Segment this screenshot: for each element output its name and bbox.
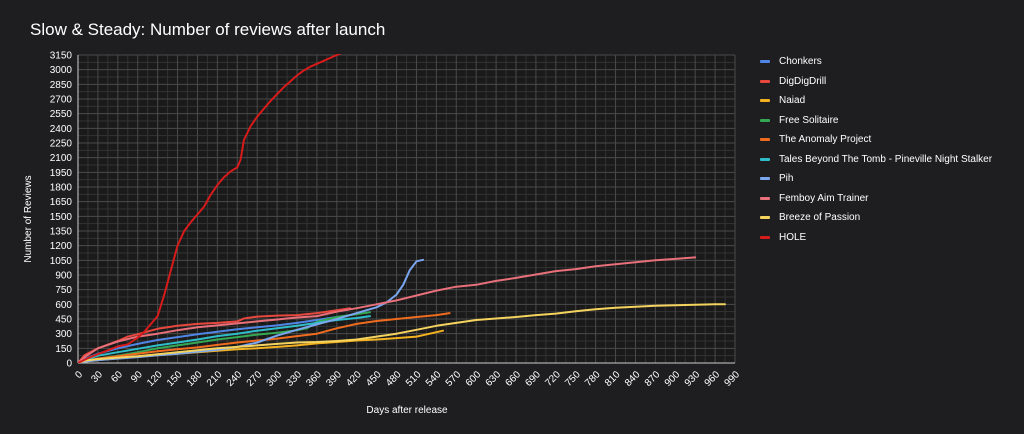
x-tick-label: 630: [484, 369, 504, 389]
legend-label: Free Solitaire: [779, 114, 839, 126]
y-tick-label: 2250: [50, 139, 73, 150]
series-line-femboy-aim-trainer: [78, 256, 697, 363]
x-tick-label: 120: [145, 369, 165, 389]
legend-swatch: [760, 157, 770, 161]
y-tick-label: 600: [55, 300, 72, 311]
x-tick-label: 270: [245, 369, 265, 389]
y-tick-label: 450: [55, 315, 72, 326]
legend-label: The Anomaly Project: [779, 134, 872, 146]
legend-item[interactable]: Femboy Aim Trainer: [760, 189, 992, 209]
y-tick-label: 1800: [50, 183, 73, 194]
x-tick-label: 660: [503, 369, 523, 389]
y-tick-label: 2100: [50, 153, 73, 164]
series-line-hole: [78, 54, 342, 363]
legend-item[interactable]: Free Solitaire: [760, 111, 992, 131]
y-tick-label: 1050: [50, 256, 73, 267]
legend-swatch: [760, 196, 770, 200]
y-tick-label: 1950: [50, 168, 73, 179]
y-tick-label: 1350: [50, 227, 73, 238]
y-tick-label: 3000: [50, 65, 73, 76]
legend-item[interactable]: Chonkers: [760, 52, 992, 72]
y-tick-label: 750: [55, 285, 72, 296]
x-tick-label: 780: [583, 369, 603, 389]
x-tick-label: 480: [384, 369, 404, 389]
legend-swatch: [760, 118, 770, 122]
x-tick-label: 900: [663, 369, 683, 389]
x-tick-label: 600: [464, 369, 484, 389]
legend-swatch: [760, 79, 770, 83]
legend-item[interactable]: Tales Beyond The Tomb - Pineville Night …: [760, 150, 992, 170]
x-tick-label: 510: [404, 369, 424, 389]
x-tick-label: 240: [225, 369, 245, 389]
x-tick-label: 150: [165, 369, 185, 389]
series-line-breeze-of-passion: [78, 303, 726, 363]
x-axis-label: Days after release: [366, 405, 448, 416]
legend-item[interactable]: DigDigDrill: [760, 72, 992, 92]
y-tick-label: 3150: [50, 51, 73, 62]
x-tick-label: 810: [603, 369, 623, 389]
x-tick-label: 570: [444, 369, 464, 389]
legend-item[interactable]: Breeze of Passion: [760, 208, 992, 228]
legend-swatch: [760, 216, 770, 220]
x-tick-label: 330: [284, 369, 304, 389]
x-tick-label: 990: [722, 369, 742, 389]
x-tick-label: 360: [304, 369, 324, 389]
series-group: [78, 54, 726, 363]
x-tick-label: 690: [523, 369, 543, 389]
x-tick-label: 450: [364, 369, 384, 389]
legend-label: Breeze of Passion: [779, 212, 861, 224]
x-tick-label: 930: [683, 369, 703, 389]
legend-label: Tales Beyond The Tomb - Pineville Night …: [779, 153, 993, 165]
y-tick-label: 150: [55, 344, 72, 355]
legend-swatch: [760, 235, 770, 239]
y-tick-label: 300: [55, 329, 72, 340]
y-tick-label: 2850: [50, 80, 73, 91]
legend-label: Naiad: [779, 95, 806, 107]
x-tick-label: 60: [109, 369, 125, 385]
y-axis-label: Number of Reviews: [23, 175, 34, 262]
x-tick-label: 30: [89, 369, 105, 385]
legend-label: HOLE: [779, 231, 807, 243]
legend-swatch: [760, 138, 770, 142]
x-tick-label: 750: [563, 369, 583, 389]
y-tick-label: 2400: [50, 124, 73, 135]
x-tick-labels: 0 30 60 90 120 150 180 210 240 270 300 330 360 390 420…: [73, 369, 742, 389]
x-tick-label: 180: [185, 369, 205, 389]
x-tick-label: 300: [265, 369, 285, 389]
x-tick-label: 870: [643, 369, 663, 389]
y-tick-label: 0: [66, 359, 72, 370]
legend-item[interactable]: Naiad: [760, 91, 992, 111]
axes: [77, 55, 735, 364]
chart-title: Slow & Steady: Number of reviews after l…: [30, 20, 386, 39]
legend-swatch: [760, 177, 770, 181]
y-tick-label: 1500: [50, 212, 73, 223]
legend-item[interactable]: The Anomaly Project: [760, 130, 992, 150]
x-tick-label: 210: [205, 369, 225, 389]
legend: Chonkers DigDigDrill Naiad Free Solitaire Th…: [760, 52, 992, 247]
x-tick-label: 390: [324, 369, 344, 389]
legend-swatch: [760, 99, 770, 103]
legend-label: Chonkers: [779, 56, 822, 68]
x-tick-label: 840: [623, 369, 643, 389]
legend-swatch: [760, 60, 770, 64]
y-tick-labels: 0 150 300 450 600 750 900 1050 1200 1350 1500 1650 1…: [50, 51, 73, 370]
y-tick-label: 2700: [50, 95, 73, 106]
x-tick-label: 0: [73, 369, 85, 381]
x-tick-label: 960: [703, 369, 723, 389]
y-tick-label: 2550: [50, 109, 73, 120]
x-tick-label: 540: [424, 369, 444, 389]
series-line-the-anomaly-project: [78, 312, 451, 363]
x-tick-label: 90: [129, 369, 145, 385]
y-tick-label: 900: [55, 271, 72, 282]
legend-label: Femboy Aim Trainer: [779, 192, 869, 204]
legend-item[interactable]: Pih: [760, 169, 992, 189]
y-tick-label: 1200: [50, 241, 73, 252]
x-tick-label: 420: [344, 369, 364, 389]
x-tick-label: 720: [543, 369, 563, 389]
legend-label: DigDigDrill: [779, 75, 827, 87]
legend-item[interactable]: HOLE: [760, 228, 992, 248]
y-tick-label: 1650: [50, 197, 73, 208]
legend-label: Pih: [779, 173, 794, 185]
